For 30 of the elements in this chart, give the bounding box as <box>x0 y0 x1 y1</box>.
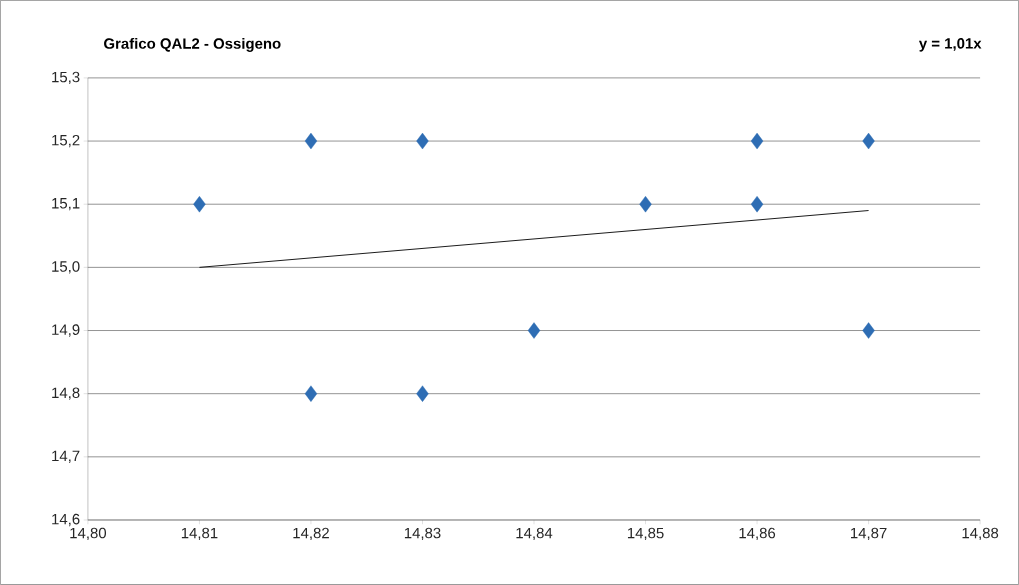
point <box>750 132 764 150</box>
y-tick-label: 14,7 <box>52 450 80 463</box>
x-tick-label: 14,88 <box>962 527 999 541</box>
point <box>750 196 764 213</box>
y-tick-label: 15,0 <box>52 261 80 274</box>
text: y = 1,01x <box>918 38 982 52</box>
point <box>639 196 652 213</box>
y-tick-label: 15,2 <box>52 134 80 148</box>
x-tick-label: 14,83 <box>404 527 441 541</box>
point <box>193 196 206 213</box>
x-tick-label: 14,87 <box>851 527 887 541</box>
point <box>862 132 875 150</box>
x-tick-label: 14,86 <box>739 527 776 541</box>
y-tick-label: 15,1 <box>52 198 80 211</box>
point <box>304 132 318 150</box>
y-tick-label: 14,6 <box>52 513 80 527</box>
point <box>416 385 429 402</box>
y-tick-label: 14,8 <box>52 387 80 400</box>
x-tick-label: 14,85 <box>627 527 664 541</box>
chart-title: Grafico QAL2 - Ossigeno <box>104 37 281 52</box>
point <box>862 322 875 339</box>
point <box>416 132 429 150</box>
x-tick-label: 14,81 <box>181 527 218 541</box>
point <box>527 322 541 339</box>
x-tick-label: 14,80 <box>70 527 107 541</box>
point <box>304 385 318 402</box>
x-tick-label: 14,82 <box>293 527 329 541</box>
y-tick-label: 15,3 <box>52 71 80 85</box>
y-tick-label: 14,9 <box>52 324 80 337</box>
x-tick-label: 14,84 <box>516 527 553 541</box>
